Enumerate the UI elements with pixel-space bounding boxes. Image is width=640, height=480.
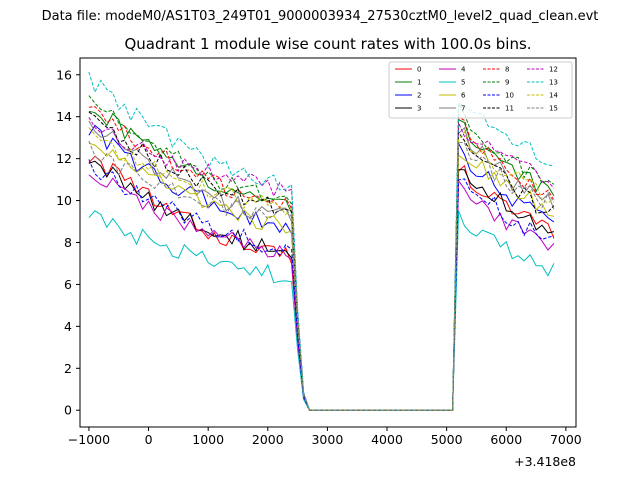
legend-label: 2 <box>417 92 421 100</box>
x-tick-label: 7000 <box>550 432 582 447</box>
series-line-3 <box>88 160 555 411</box>
legend-label: 5 <box>461 79 465 87</box>
y-tick-label: 10 <box>56 193 72 208</box>
series-line-7 <box>88 120 555 411</box>
legend-label: 7 <box>461 105 465 113</box>
y-tick-label: 2 <box>64 361 72 376</box>
legend-label: 6 <box>461 92 466 100</box>
legend-label: 12 <box>549 66 558 74</box>
x-offset-label: +3.418e8 <box>514 454 576 469</box>
series-line-13 <box>88 71 555 411</box>
legend-label: 13 <box>549 79 558 87</box>
plot-area <box>88 71 555 411</box>
legend-label: 4 <box>461 66 466 74</box>
series-line-10 <box>88 159 555 411</box>
x-tick-label: 4000 <box>371 432 403 447</box>
series-line-12 <box>88 116 555 411</box>
series-line-0 <box>88 155 555 411</box>
series-line-6 <box>88 142 555 411</box>
legend-label: 15 <box>549 105 558 113</box>
series-line-4 <box>88 174 555 411</box>
y-tick-label: 8 <box>64 235 72 250</box>
x-tick-label: 3000 <box>311 432 343 447</box>
x-axis: −1000 0 1000 2000 3000 4000 5000 6000 7000 <box>68 427 582 447</box>
legend-label: 14 <box>549 92 558 100</box>
legend-label: 11 <box>505 105 514 113</box>
series-line-14 <box>88 127 555 411</box>
y-tick-label: 6 <box>64 277 72 292</box>
y-tick-label: 16 <box>56 67 72 82</box>
chart-suptitle: Data file: modeM0/AS1T03_249T01_90000039… <box>42 9 599 24</box>
series-line-11 <box>88 111 555 411</box>
legend-label: 0 <box>417 66 421 74</box>
series-line-5 <box>88 210 555 411</box>
legend-label: 3 <box>417 105 421 113</box>
legend-label: 10 <box>505 92 514 100</box>
series-line-15 <box>88 140 555 411</box>
legend-label: 1 <box>417 79 421 87</box>
series-line-1 <box>88 110 555 411</box>
series-line-9 <box>88 95 555 411</box>
y-tick-label: 4 <box>64 319 72 334</box>
x-tick-label: 2000 <box>252 432 284 447</box>
y-tick-label: 12 <box>56 151 72 166</box>
x-tick-label: −1000 <box>68 432 110 447</box>
legend-label: 9 <box>505 79 509 87</box>
x-tick-label: 0 <box>145 432 153 447</box>
series-line-2 <box>88 124 555 411</box>
x-tick-label: 1000 <box>192 432 224 447</box>
y-tick-label: 14 <box>56 109 72 124</box>
legend-frame <box>388 61 573 119</box>
y-axis: 0 2 4 6 8 10 12 14 16 <box>56 67 80 418</box>
chart-title: Quadrant 1 module wise count rates with … <box>124 35 531 53</box>
y-tick-label: 0 <box>64 403 72 418</box>
legend-label: 8 <box>505 66 509 74</box>
series-line-8 <box>88 106 555 411</box>
x-tick-label: 5000 <box>431 432 463 447</box>
x-tick-label: 6000 <box>490 432 522 447</box>
